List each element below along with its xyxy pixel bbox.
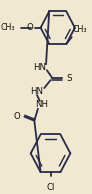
Text: CH₃: CH₃	[1, 23, 15, 32]
Text: O: O	[13, 112, 20, 121]
Text: CH₃: CH₃	[73, 25, 87, 34]
Text: NH: NH	[35, 100, 48, 109]
Text: Cl: Cl	[46, 183, 55, 192]
Text: HN: HN	[33, 63, 46, 72]
Text: O: O	[27, 23, 33, 32]
Text: HN: HN	[31, 87, 44, 95]
Text: S: S	[67, 74, 72, 83]
